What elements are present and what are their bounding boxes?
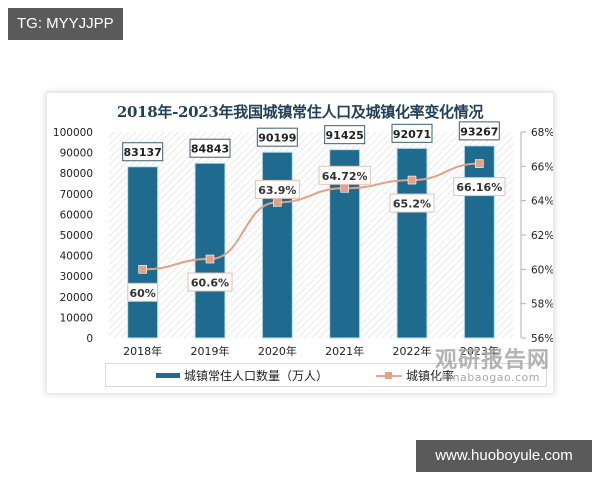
plot-background [109,132,513,338]
left-axis-tick: 50000 [60,230,93,242]
left-axis-tick: 40000 [60,251,93,263]
line-label: 65.2% [393,198,431,211]
source-watermark: 观研报告网 chinabaogao.com [435,348,555,385]
right-axis-tick: 58% [531,299,553,311]
legend-item-population: 城镇常住人口数量（万人） [156,367,328,384]
bar-label: 91425 [326,129,364,142]
x-axis-label: 2020年 [258,344,297,358]
bar-label-box [256,127,298,147]
line-marker [138,265,147,274]
chart-plot: 1000009000080000700006000050000400003000… [53,121,553,358]
x-axis-label: 2023年 [460,344,499,358]
right-axis-tick: 64% [531,196,553,208]
legend-label-population: 城镇常住人口数量（万人） [184,369,329,383]
line-label-box [254,179,300,199]
top-watermark-tag: TG: MYYJJPP [8,8,123,40]
bar-label-box [189,138,231,158]
right-axis: 68% 66% 64% 62% 60% 58% 56% [520,127,553,345]
right-axis-tick: 60% [531,264,553,276]
line-marker [273,198,282,207]
bar [194,162,226,339]
left-axis-tick: 70000 [60,189,93,201]
bar-label-box [458,121,500,141]
line-marker [205,254,215,264]
left-axis-tick: 0 [86,333,93,345]
bar-label: 84843 [191,143,229,156]
bar-label-box [391,123,433,143]
chart-frame: 2018年-2023年我国城镇常住人口及城镇化率变化情况 100000 90000… [46,92,554,394]
legend-bar-swatch-icon [156,373,180,378]
line-marker [407,175,417,185]
watermark-en: chinabaogao.com [435,371,540,384]
right-axis-tick: 56% [531,333,553,345]
left-axis: 1000009000080000700006000050000400003000… [53,127,93,345]
left-axis-tick: 90000 [60,148,93,160]
line-label: 64.72% [322,170,368,183]
x-axis-labels: 2018年 2019年 2020年 2021年 2022年 2023年 [123,344,499,358]
left-axis-tick: 60000 [60,209,93,221]
bar [127,166,159,339]
line-label-box [389,193,435,213]
line-series [138,159,484,274]
line-label-box [453,177,506,197]
bar-label: 83137 [124,146,162,159]
left-axis-tick: 10000 [60,312,93,324]
line-label-box [127,282,158,302]
line-marker [475,159,484,168]
chart-title: 2018年-2023年我国城镇常住人口及城镇化率变化情况 [116,103,484,121]
line-label: 63.9% [258,184,296,197]
x-axis-label: 2021年 [325,344,364,358]
right-axis-tick: 62% [531,230,553,242]
bar-label-box [324,125,366,145]
left-axis-tick: 80000 [60,168,93,180]
bar-label: 92071 [393,128,431,141]
legend-label-urbanization-rate: 城镇化率 [406,369,455,383]
right-axis-tick: 68% [531,127,553,139]
line-label: 66.16% [456,181,502,194]
legend-line-swatch-icon [376,371,402,379]
bar-label: 90199 [258,132,296,145]
line-label-box [187,272,233,292]
bottom-watermark-tag: www.huoboyule.com [416,440,592,472]
right-axis-tick: 66% [531,161,553,173]
legend-item-urbanization-rate: 城镇化率 [376,367,454,384]
line-label-box [318,165,371,185]
chart-legend: 城镇常住人口数量（万人） 城镇化率 [105,363,547,387]
watermark-cn: 观研报告网 [435,348,551,373]
bar [463,145,495,339]
x-axis-label: 2019年 [191,344,230,358]
bar-label: 93267 [460,125,498,138]
left-axis-tick: 20000 [60,292,93,304]
bar-label-box [122,142,164,162]
left-axis-tick: 100000 [53,127,93,139]
bar-data-labels: 83137 84843 90199 91425 92071 93267 [122,121,500,162]
line-label: 60.6% [191,277,229,290]
line-data-labels: 60% 60.6% 63.9% 64.72% 65.2% 66.16% [127,165,506,302]
line-marker [340,184,349,193]
left-axis-tick: 30000 [60,271,93,283]
x-axis-label: 2018年 [123,344,162,358]
x-axis-label: 2022年 [393,344,432,358]
line-label: 60% [129,287,155,300]
